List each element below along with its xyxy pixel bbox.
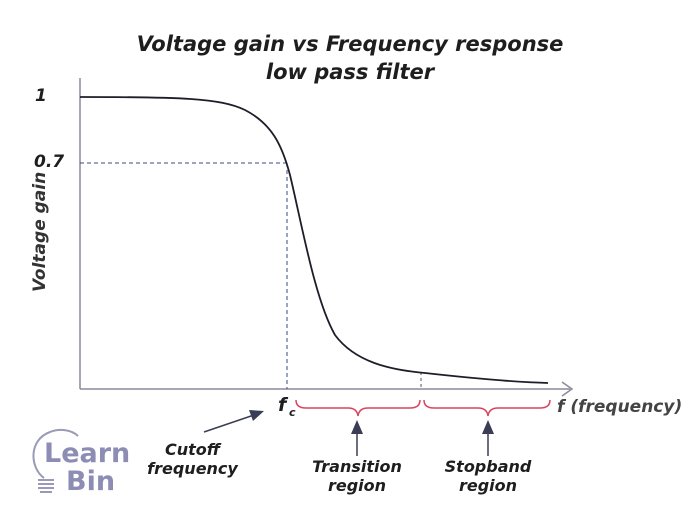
cutoff-label-line1: Cutoff bbox=[164, 440, 221, 459]
y-tick-0.7: 0.7 bbox=[34, 152, 65, 172]
learnbin-logo: Learn Bin bbox=[44, 440, 130, 496]
y-tick-1: 1 bbox=[35, 86, 47, 106]
stopband-label-line1: Stopband bbox=[444, 457, 532, 476]
fc-f: f bbox=[278, 394, 287, 416]
y-axis-label: Voltage gain bbox=[30, 171, 50, 292]
x-axis-arrow-icon bbox=[561, 381, 574, 397]
title-line1: Voltage gain vs Frequency response bbox=[136, 32, 564, 56]
fc-subscript: c bbox=[289, 406, 296, 419]
cutoff-label-line2: frequency bbox=[147, 459, 238, 478]
cutoff-label: Cutoff frequency bbox=[140, 440, 245, 478]
transition-label: Transition region bbox=[302, 457, 412, 495]
stopband-arrow-icon bbox=[482, 420, 494, 456]
transition-arrow-icon bbox=[351, 420, 363, 456]
stopband-label: Stopband region bbox=[433, 457, 543, 495]
transition-label-line2: region bbox=[327, 476, 387, 495]
transition-label-line1: Transition bbox=[312, 457, 402, 476]
lightbulb-icon bbox=[32, 428, 79, 493]
logo-line1: Learn bbox=[44, 438, 131, 469]
stopband-label-line2: region bbox=[458, 476, 518, 495]
x-axis-label: f (frequency) bbox=[557, 397, 683, 417]
cutoff-arrow-icon bbox=[203, 410, 264, 433]
logo-line2: Bin bbox=[66, 466, 116, 497]
title-line2: low pass filter bbox=[265, 60, 435, 84]
gain-curve bbox=[79, 96, 549, 384]
transition-brace bbox=[295, 399, 421, 417]
stopband-brace bbox=[423, 399, 551, 417]
